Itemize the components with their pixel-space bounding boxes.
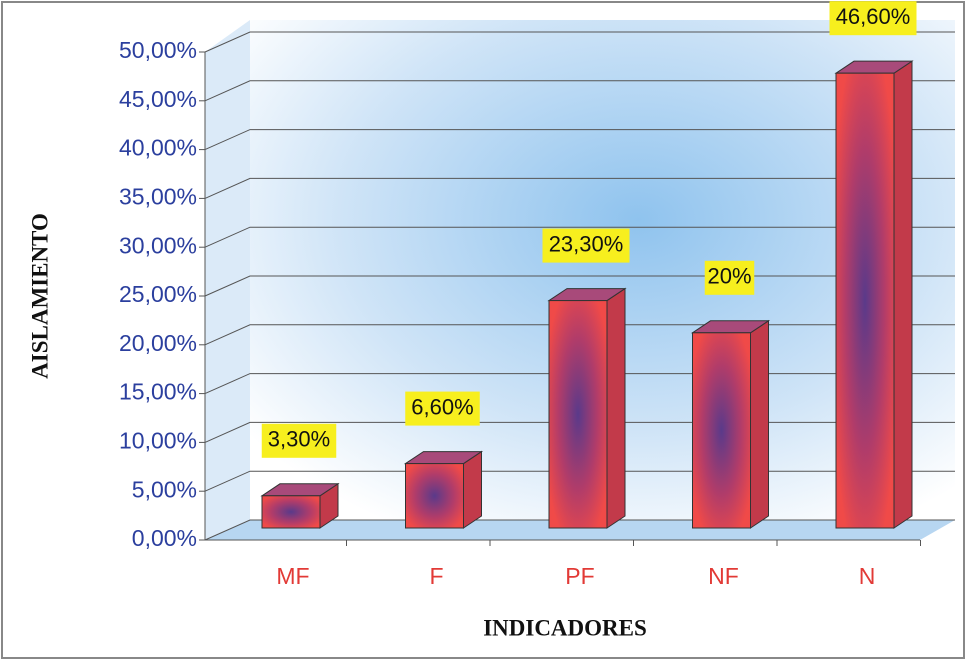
y-tick-label: 30,00% (119, 232, 197, 258)
x-tick-label: NF (708, 563, 739, 589)
value-label: 46,60% (836, 4, 911, 29)
y-tick-label: 20,00% (119, 330, 197, 356)
value-label-box (829, 1, 917, 36)
x-axis-label: INDICADORES (483, 615, 647, 640)
value-label-box (261, 423, 337, 458)
floor (205, 520, 955, 540)
side-wall (205, 20, 250, 540)
grid-line (204, 129, 955, 151)
x-tick-label: MF (276, 563, 309, 589)
x-tick-label: F (429, 563, 443, 589)
y-tick-label: 45,00% (119, 86, 197, 112)
y-tick-label: 5,00% (132, 476, 197, 502)
value-label-box (704, 260, 755, 295)
bar-side (893, 60, 913, 529)
grid-line (204, 226, 955, 248)
value-label: 3,30% (268, 427, 330, 452)
bar-side (750, 319, 769, 529)
y-tick-label: 35,00% (119, 183, 197, 209)
bar (692, 332, 751, 529)
y-tick-label: 50,00% (119, 37, 197, 63)
grid-line (204, 31, 955, 53)
y-tick-label: 40,00% (119, 135, 197, 161)
y-axis-label: AISLAMIENTO (27, 213, 52, 379)
bar (405, 463, 464, 529)
y-tick-label: 25,00% (119, 281, 197, 307)
y-tick-label: 15,00% (119, 379, 197, 405)
x-tick-label: N (859, 563, 876, 589)
bar-side (606, 287, 626, 529)
value-label: 20% (707, 264, 751, 289)
value-label-box (542, 228, 630, 263)
bar (261, 495, 321, 529)
bar-side (463, 450, 482, 529)
bar (548, 300, 608, 529)
bar (835, 72, 895, 529)
value-label: 23,30% (549, 231, 624, 256)
grid-line (204, 177, 955, 199)
value-label-box (405, 391, 480, 426)
value-label: 6,60% (411, 394, 473, 419)
x-tick-label: PF (565, 563, 594, 589)
y-tick-label: 0,00% (132, 525, 197, 551)
y-tick-label: 10,00% (119, 427, 197, 453)
grid-line (204, 80, 955, 102)
